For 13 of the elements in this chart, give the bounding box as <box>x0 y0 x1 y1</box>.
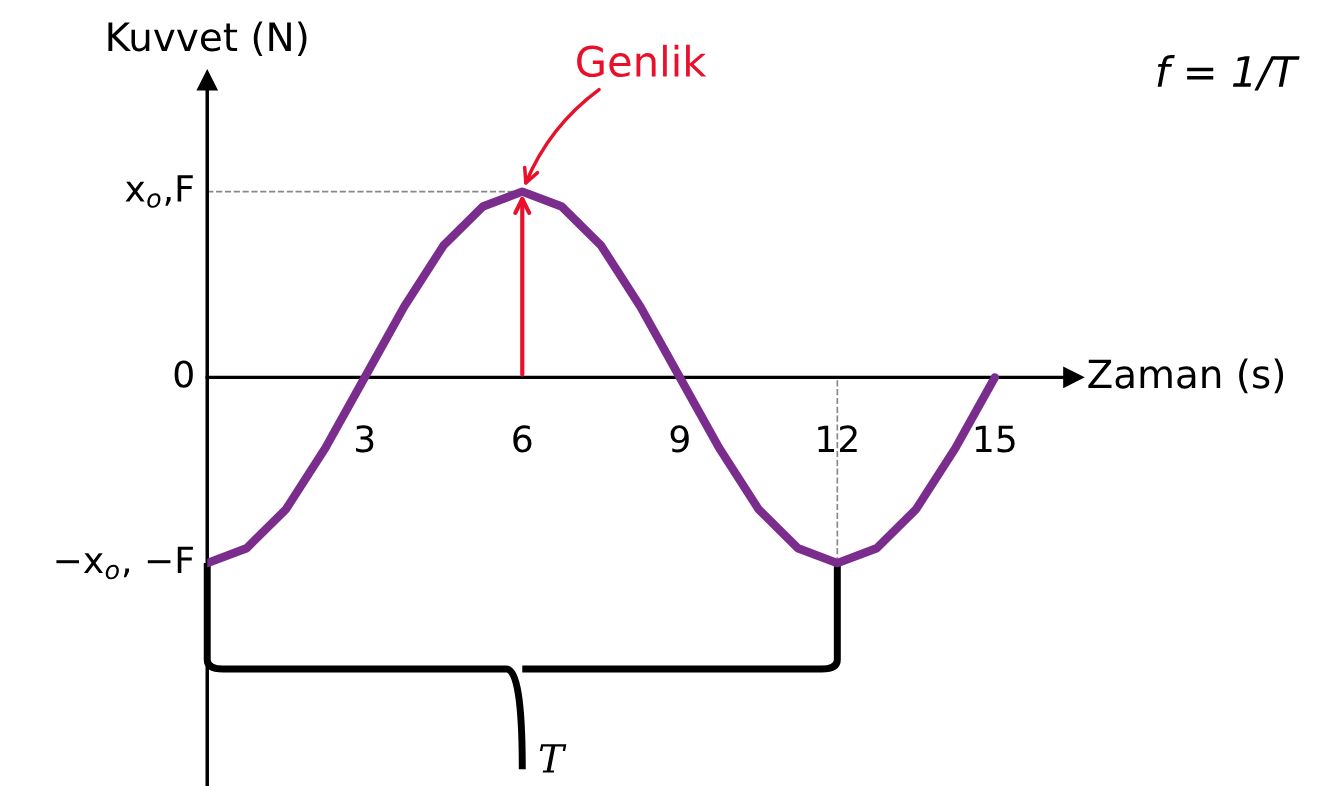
x-tick-label: 9 <box>670 425 689 453</box>
text: Genlik <box>577 44 707 78</box>
y-axis-title: Kuvvet (N) <box>108 21 307 57</box>
x-tick-label: 15 <box>975 425 1015 453</box>
text: 0 <box>174 360 193 388</box>
x-axis-title: Zaman (s) <box>1088 358 1284 394</box>
text: f = 1/T <box>1157 55 1300 91</box>
annotation: −x$_{o}$, −F <box>56 546 193 580</box>
text: T <box>539 744 567 773</box>
x-tick-label: 3 <box>356 425 374 453</box>
x-tick-label: 6 <box>513 425 532 453</box>
x-tick-label: 12 <box>818 425 857 453</box>
annotation: x$_{o}$,F <box>125 175 193 208</box>
